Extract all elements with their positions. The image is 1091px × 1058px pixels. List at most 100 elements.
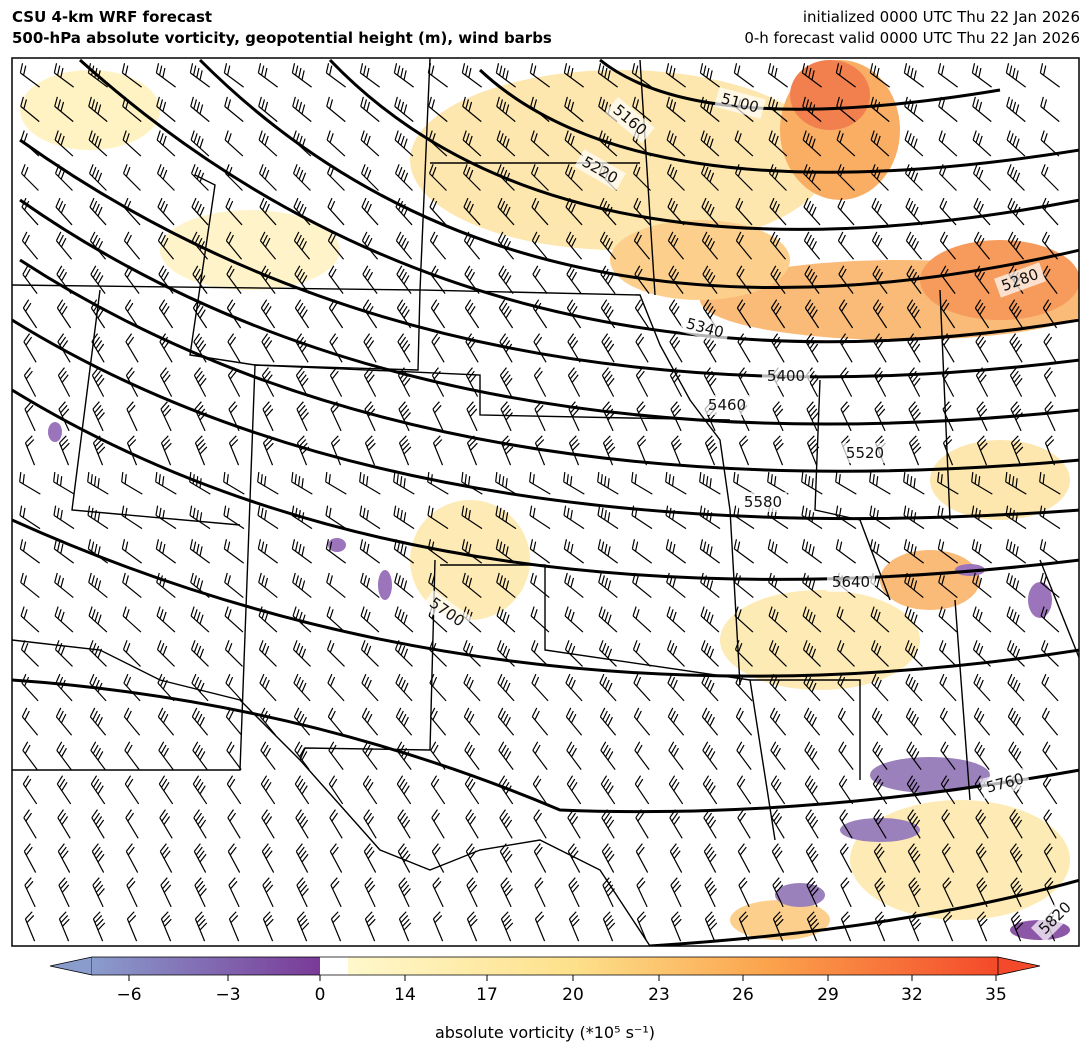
wind-barb [771, 843, 785, 873]
wind-barb [1007, 197, 1025, 226]
wind-barb [938, 130, 958, 157]
wind-barb [702, 299, 718, 329]
wind-barb [190, 164, 209, 191]
wind-barb [58, 877, 70, 908]
wind-barb [564, 572, 584, 599]
wind-barb [870, 130, 890, 157]
wind-barb [463, 673, 481, 702]
wind-barb [429, 231, 447, 260]
wind-barb [869, 472, 891, 495]
wind-barb [157, 707, 175, 736]
wind-barb [54, 606, 74, 633]
wind-barb [906, 265, 922, 295]
wind-barb [260, 265, 276, 295]
wind-barb [227, 333, 241, 363]
wind-barb [21, 231, 39, 260]
wind-barb [805, 809, 819, 839]
wind-barb [1008, 299, 1024, 329]
wind-barb [465, 809, 479, 839]
wind-barb [257, 63, 278, 88]
wind-barb [121, 472, 143, 495]
wind-barb [840, 401, 852, 432]
wind-barb [1009, 809, 1023, 839]
wind-barb [733, 63, 754, 88]
wind-barb [805, 843, 819, 873]
wind-barb [432, 911, 444, 942]
wind-barb [157, 231, 175, 260]
wind-barb [871, 673, 889, 702]
wind-barb [227, 843, 241, 873]
wind-barb [125, 843, 139, 873]
wind-barb [1040, 606, 1060, 633]
wind-barb [126, 401, 138, 432]
wind-barb [464, 775, 480, 805]
wind-barb [1040, 164, 1059, 191]
wind-barb [261, 843, 275, 873]
wind-barb [873, 843, 887, 873]
wind-barb [837, 231, 855, 260]
wind-barb [292, 606, 312, 633]
wind-barb [363, 367, 377, 397]
wind-barb [531, 707, 549, 736]
wind-barb [768, 640, 787, 667]
wind-barb [398, 401, 411, 432]
wind-barb [194, 877, 207, 908]
wind-barb [495, 472, 517, 495]
wind-barb [499, 367, 513, 397]
wind-barb [225, 197, 243, 226]
wind-barb [291, 505, 313, 530]
wind-barb [904, 640, 923, 667]
wind-barb [225, 231, 243, 260]
wind-barb [398, 435, 412, 466]
wind-barb [396, 299, 412, 329]
wind-barb [529, 63, 550, 88]
wind-barb [359, 505, 381, 530]
wind-barb [735, 231, 753, 260]
wind-barb [1010, 435, 1024, 466]
wind-barb [733, 539, 755, 564]
wind-barb [362, 265, 378, 295]
wind-barb [939, 231, 957, 260]
wind-barb [597, 539, 619, 564]
wind-barb [1041, 673, 1059, 702]
wind-barb [668, 741, 684, 770]
wind-barb [804, 741, 820, 770]
wind-barb [194, 911, 208, 942]
wind-barb [92, 401, 105, 432]
wind-barb [873, 367, 887, 397]
wind-barb [939, 673, 957, 702]
wind-barb [496, 164, 515, 191]
wind-barb [669, 843, 683, 873]
wind-barb [226, 265, 242, 295]
wind-barb [326, 130, 346, 157]
wind-barb [464, 265, 480, 295]
wind-barb [635, 843, 649, 873]
wind-barb [496, 640, 515, 667]
wind-barb [393, 505, 415, 530]
wind-barb [227, 809, 241, 839]
colorbar-tick-label: 17 [476, 985, 498, 1005]
wind-barb [598, 130, 618, 157]
wind-barb [601, 333, 615, 363]
wind-barb [160, 401, 172, 432]
wind-barb [529, 539, 551, 564]
contour-label-bg [703, 395, 751, 415]
wind-barb [667, 673, 685, 702]
wind-barb [398, 911, 412, 942]
wind-barb [327, 197, 345, 226]
wind-barb [498, 265, 514, 295]
wind-barb [942, 877, 954, 908]
wind-barb [665, 472, 687, 495]
wind-barb [431, 843, 445, 873]
wind-barb [326, 640, 345, 667]
wind-barb [873, 333, 887, 363]
wind-barb [291, 472, 313, 495]
wind-barb [938, 606, 958, 633]
colorbar-tick-label: 29 [817, 985, 839, 1005]
wind-barb [258, 640, 277, 667]
wind-barb [20, 606, 40, 633]
wind-barb [91, 809, 105, 839]
wind-barb [393, 539, 415, 564]
wind-barb [159, 843, 173, 873]
